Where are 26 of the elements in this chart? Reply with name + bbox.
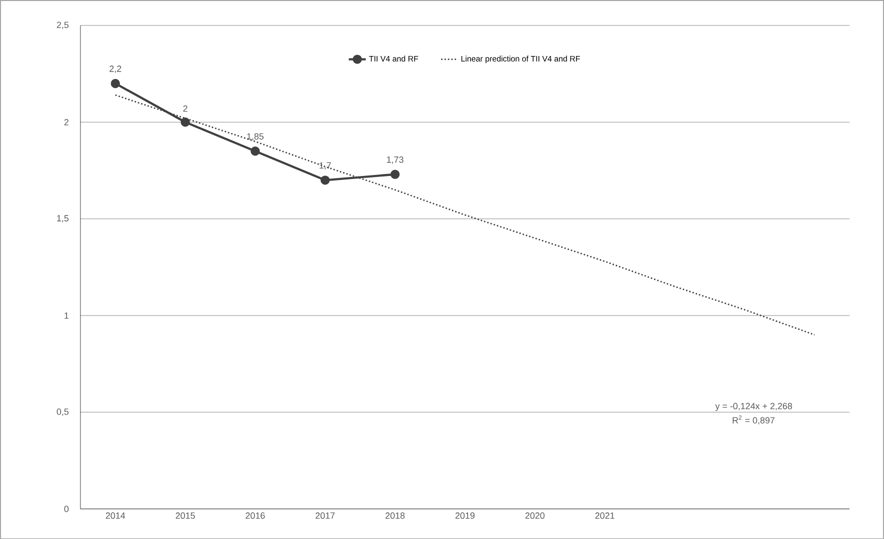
y-tick-label: 0	[64, 506, 69, 512]
x-tick-label: 2021	[595, 512, 614, 519]
point	[320, 175, 330, 185]
x-tick-label: 2016	[246, 512, 265, 519]
data-label: 2,2	[110, 65, 122, 73]
x-tick-label: 2020	[525, 512, 545, 519]
data-label: 1,73	[387, 156, 404, 164]
data-label: 1,7	[320, 162, 331, 170]
y-tick-label: 2	[64, 118, 68, 126]
data-label: 2	[183, 105, 188, 112]
annotation: y = -0,124x + 2,268	[715, 402, 792, 411]
annotation: R$^{2}$ = 0,897	[732, 415, 774, 424]
point	[250, 146, 260, 156]
x-tick-label: 2014	[106, 512, 126, 519]
y-tick-label: 1	[64, 312, 68, 318]
point	[110, 78, 120, 88]
x-tick-label: 2018	[386, 512, 405, 519]
y-tick-label: 2,5	[56, 22, 69, 29]
x-tick-label: 2015	[176, 512, 195, 519]
x-tick-label: 2017	[316, 512, 335, 519]
y-tick-label: 1,5	[57, 214, 69, 222]
x-tick-label: 2019	[455, 512, 475, 519]
data-label: 1,85	[247, 133, 264, 140]
point	[180, 117, 190, 127]
point	[390, 170, 400, 179]
y-tick-label: 0,5	[56, 408, 69, 416]
